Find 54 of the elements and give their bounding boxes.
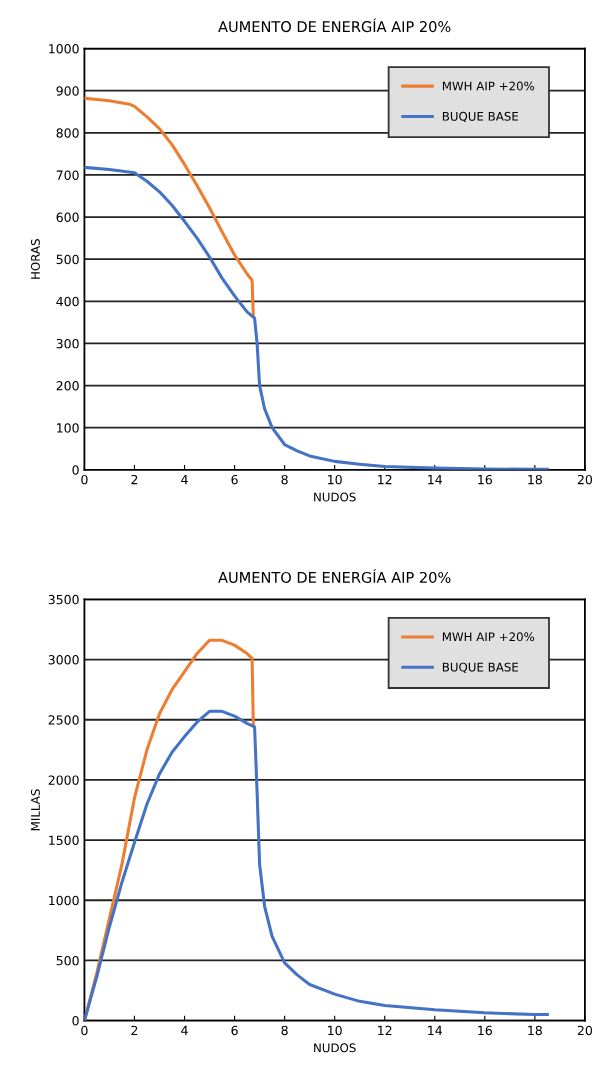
y-tick-label: 3500 [48, 594, 79, 605]
y-tick-label: 0 [72, 465, 79, 475]
y-tick-label: 100 [57, 423, 79, 433]
x-tick-label: 14 [428, 475, 443, 485]
y-tick-label: 500 [56, 254, 79, 265]
x-tick-label: 20 [577, 474, 593, 485]
chart-title: AUMENTO DE ENERGÍA AIP 20% [218, 18, 451, 33]
legend-label: BUQUE BASE [442, 111, 519, 123]
x-tick-label: 14 [428, 1025, 443, 1035]
y-tick-label: 1500 [49, 835, 79, 846]
y-tick-label: 200 [56, 381, 79, 391]
y-tick-label: 0 [72, 1016, 79, 1026]
x-axis-title: NUDOS [314, 492, 356, 502]
y-tick-label: 1000 [49, 895, 79, 906]
legend-label: MWH AIP +20% [442, 632, 535, 642]
x-tick-label: 12 [378, 474, 392, 485]
y-tick-label: 300 [56, 338, 79, 349]
x-tick-label: 2 [131, 474, 138, 485]
y-tick-label: 3000 [48, 655, 79, 665]
x-tick-label: 8 [281, 474, 288, 485]
x-tick-label: 20 [577, 1025, 593, 1036]
line-series [84, 709, 549, 1021]
y-tick-label: 900 [56, 86, 79, 96]
x-axis-title: NUDOS [314, 1043, 356, 1053]
x-tick-label: 6 [231, 474, 238, 485]
line-series [84, 165, 549, 470]
y-tick-label: 800 [56, 128, 79, 138]
x-tick-label: 18 [528, 474, 542, 485]
x-tick-label: 10 [328, 474, 342, 485]
y-tick-label: 2000 [48, 775, 79, 785]
y-axis-title: MILLAS [30, 789, 40, 831]
legend-label: MWH AIP +20% [442, 81, 535, 91]
y-tick-label: 500 [56, 955, 79, 966]
legend-label: BUQUE BASE [442, 662, 519, 673]
line-series [84, 96, 255, 318]
x-tick-label: 6 [231, 1025, 238, 1036]
x-tick-label: 2 [131, 1025, 138, 1035]
x-tick-label: 4 [181, 475, 188, 485]
x-tick-label: 0 [81, 1025, 88, 1036]
x-tick-label: 0 [81, 474, 88, 485]
x-tick-label: 16 [478, 1025, 492, 1036]
chart-title: AUMENTO DE ENERGÍA AIP 20% [218, 569, 451, 583]
x-tick-label: 8 [281, 1025, 288, 1036]
x-tick-label: 10 [328, 1025, 342, 1036]
x-tick-label: 18 [528, 1025, 542, 1036]
y-tick-label: 700 [56, 170, 79, 180]
y-tick-label: 1000 [49, 44, 79, 54]
y-axis-title: HORAS [30, 239, 40, 279]
x-tick-label: 16 [478, 474, 492, 485]
x-tick-label: 4 [181, 1025, 188, 1035]
y-tick-label: 600 [56, 212, 79, 223]
y-tick-label: 400 [56, 296, 79, 307]
y-tick-label: 2500 [48, 715, 79, 725]
x-tick-label: 12 [378, 1025, 392, 1035]
